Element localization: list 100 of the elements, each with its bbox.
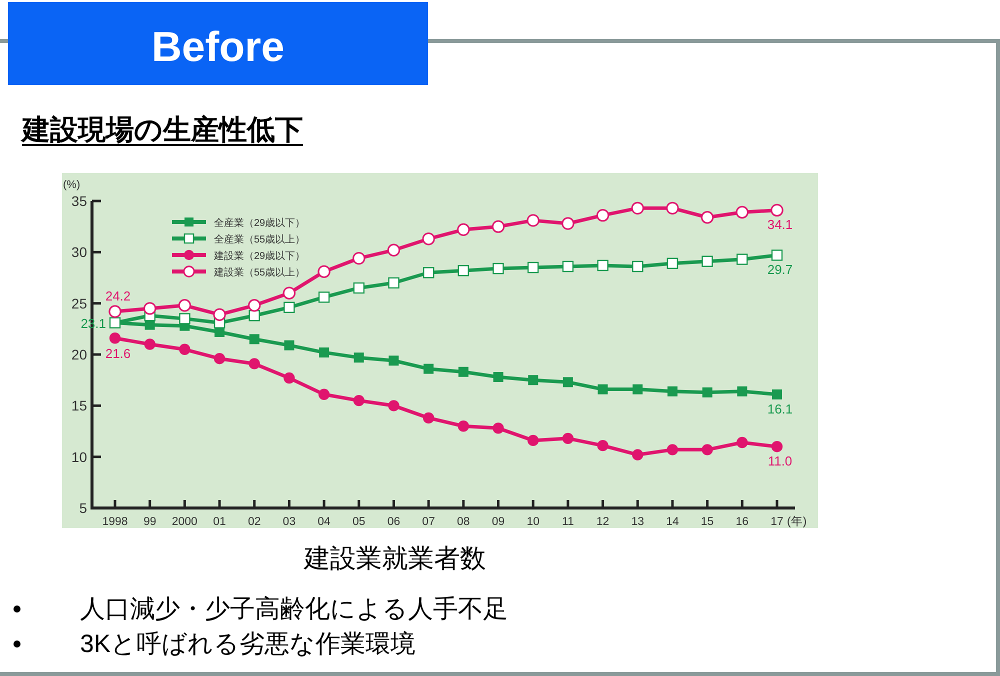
point [736,254,748,265]
point [666,444,678,456]
legend-label: 全産業（29歳以下） [214,217,306,229]
point [284,372,295,384]
y-tick-label: 25 [71,295,88,312]
x-tick-label: 99 [143,516,156,528]
point [458,366,468,377]
point [666,258,678,270]
point [424,364,434,374]
point [284,340,294,350]
data-label: 21.6 [105,346,131,362]
point [353,394,364,406]
x-tick-label: 14 [666,516,680,528]
text: 人口減少・少子高齢化による人手不足 [80,595,508,623]
point [179,313,190,324]
x-tick-label: 16 [736,516,749,528]
point [596,208,610,222]
data-label: 29.7 [767,262,793,278]
point [352,252,366,265]
point [492,262,504,274]
x-tick-label: 02 [248,516,261,528]
legend-label: 建設業（29歳以下） [213,250,306,262]
point [597,440,608,452]
point [528,375,538,386]
point [598,384,608,394]
point [771,441,783,452]
x-tick-label: 2000 [172,516,198,528]
x-tick-label: 06 [387,516,400,528]
point [354,352,364,363]
x-tick-label: 13 [631,516,644,528]
x-tick-label: 03 [282,516,296,528]
point [632,260,644,272]
point [702,387,712,398]
text: 建設現場の生産性低下 [20,114,303,145]
point [144,320,155,330]
x-tick-label: 15 [700,516,714,528]
point [248,299,261,312]
data-label: 16.1 [767,401,793,416]
point [458,264,470,276]
point [387,244,400,256]
point [248,358,260,370]
y-tick-label: 30 [71,244,88,260]
point [562,260,574,272]
point [248,310,260,322]
point [388,356,399,366]
x-tick-label: 12 [596,516,610,528]
point [109,332,121,344]
point [736,206,749,219]
point [249,334,260,344]
point [632,384,643,394]
point [702,256,713,267]
point [318,265,330,278]
point [666,202,679,215]
text: 建設業就業者数 [303,543,486,573]
text: Before [151,23,285,70]
point [702,444,713,456]
point [178,299,192,312]
x-tick-label: 17 [770,516,784,528]
point [353,282,364,294]
legend-label: 全産業（55歳以上） [214,234,306,246]
point [737,386,748,396]
data-label: 24.2 [105,288,131,304]
point [319,347,330,358]
point [528,262,539,274]
point [770,204,784,217]
x-tick-label: 11 [562,516,574,528]
point [318,388,330,400]
point [318,292,330,303]
point [388,277,400,288]
point [492,422,504,434]
point [214,352,226,364]
text: 3Kと呼ばれる劣悪な作業環境 [80,630,416,658]
y-tick-label: 15 [71,398,88,414]
point [422,267,434,278]
x-tick-label: 01 [213,516,226,528]
data-label: 11.0 [768,454,792,469]
point [562,217,574,230]
x-tick-label: 08 [457,516,470,528]
point [771,250,783,261]
point [179,344,190,355]
y-tick-label: 20 [71,346,88,362]
point [143,302,156,315]
y-tick-label: 10 [71,448,88,465]
x-tick-label: 1998 [102,516,128,528]
x-tick-label: 05 [352,516,366,528]
point [667,386,678,396]
x-tick-label: 09 [492,516,505,528]
x-tick-label: 04 [318,516,332,528]
point [700,211,714,224]
point [736,436,748,448]
point [422,412,434,424]
point [632,449,644,460]
point [562,377,573,388]
point [282,286,296,300]
point [213,308,226,321]
y-tick-label: 35 [71,193,88,209]
point [458,420,470,432]
point [422,232,435,246]
point [388,400,400,412]
point [772,389,782,400]
